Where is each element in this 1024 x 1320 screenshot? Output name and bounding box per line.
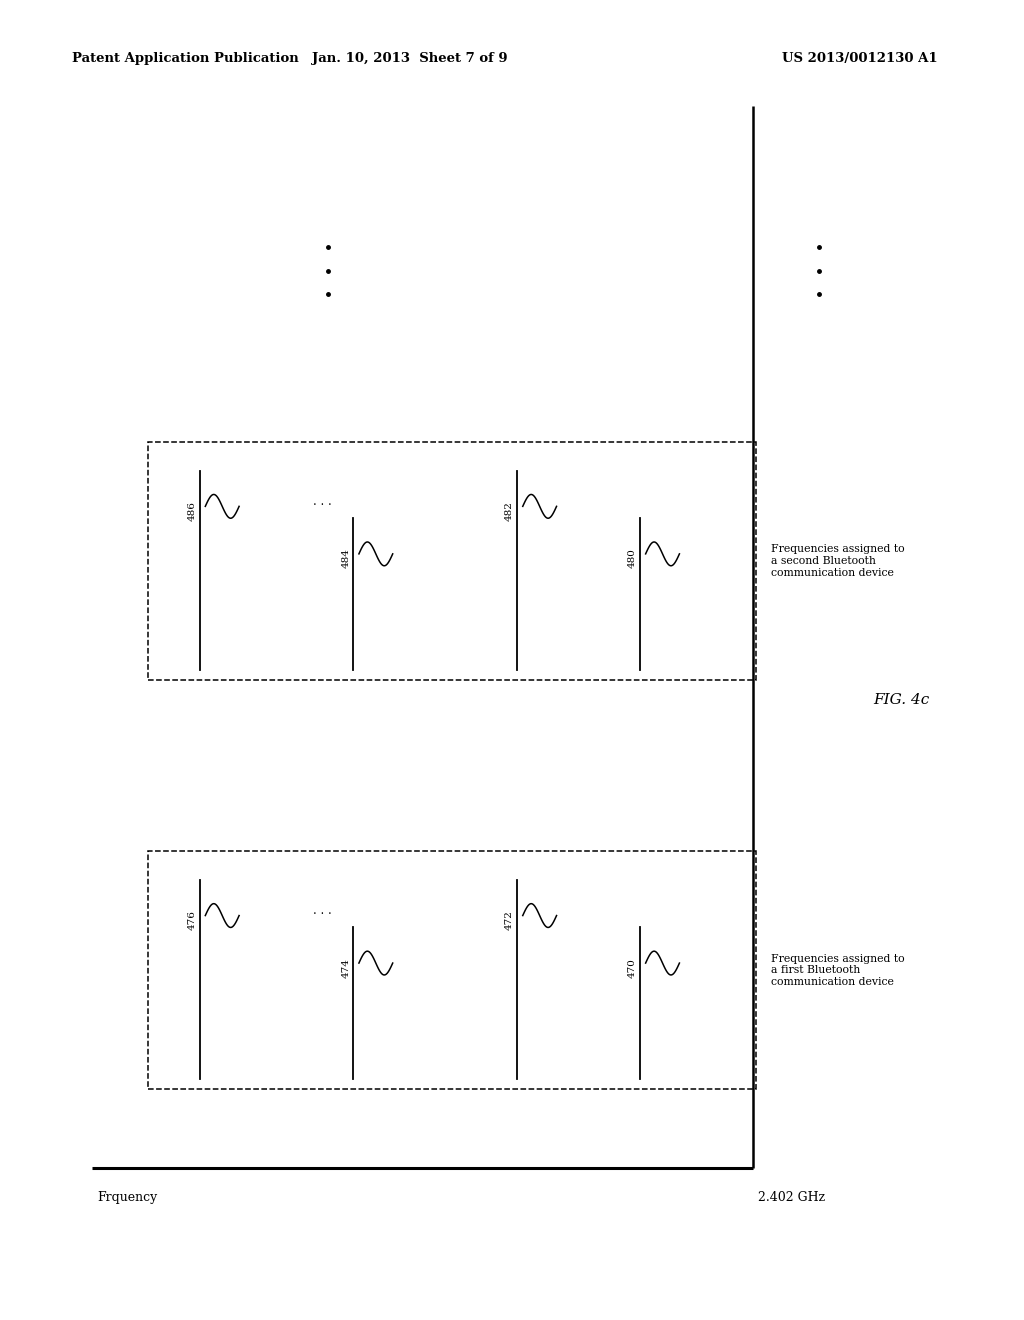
Bar (148, 851, 756, 1089)
Bar (148, 442, 756, 680)
Text: 472: 472 (505, 911, 514, 931)
Text: 486: 486 (187, 502, 197, 521)
Text: 474: 474 (341, 958, 350, 978)
Text: US 2013/0012130 A1: US 2013/0012130 A1 (782, 51, 938, 65)
Text: . . .: . . . (313, 904, 332, 917)
Text: 2.402 GHz: 2.402 GHz (758, 1191, 825, 1204)
Text: . . .: . . . (313, 495, 332, 508)
Text: FIG. 4c: FIG. 4c (873, 693, 929, 706)
Text: 482: 482 (505, 502, 514, 521)
Text: Patent Application Publication: Patent Application Publication (72, 51, 298, 65)
Text: 476: 476 (187, 911, 197, 931)
Text: 480: 480 (628, 549, 637, 569)
Text: Frquency: Frquency (97, 1191, 158, 1204)
Text: Frequencies assigned to
a first Bluetooth
communication device: Frequencies assigned to a first Bluetoot… (771, 953, 904, 987)
Text: Jan. 10, 2013  Sheet 7 of 9: Jan. 10, 2013 Sheet 7 of 9 (311, 51, 508, 65)
Text: 484: 484 (341, 549, 350, 569)
Text: 470: 470 (628, 958, 637, 978)
Text: Frequencies assigned to
a second Bluetooth
communication device: Frequencies assigned to a second Bluetoo… (771, 544, 904, 578)
